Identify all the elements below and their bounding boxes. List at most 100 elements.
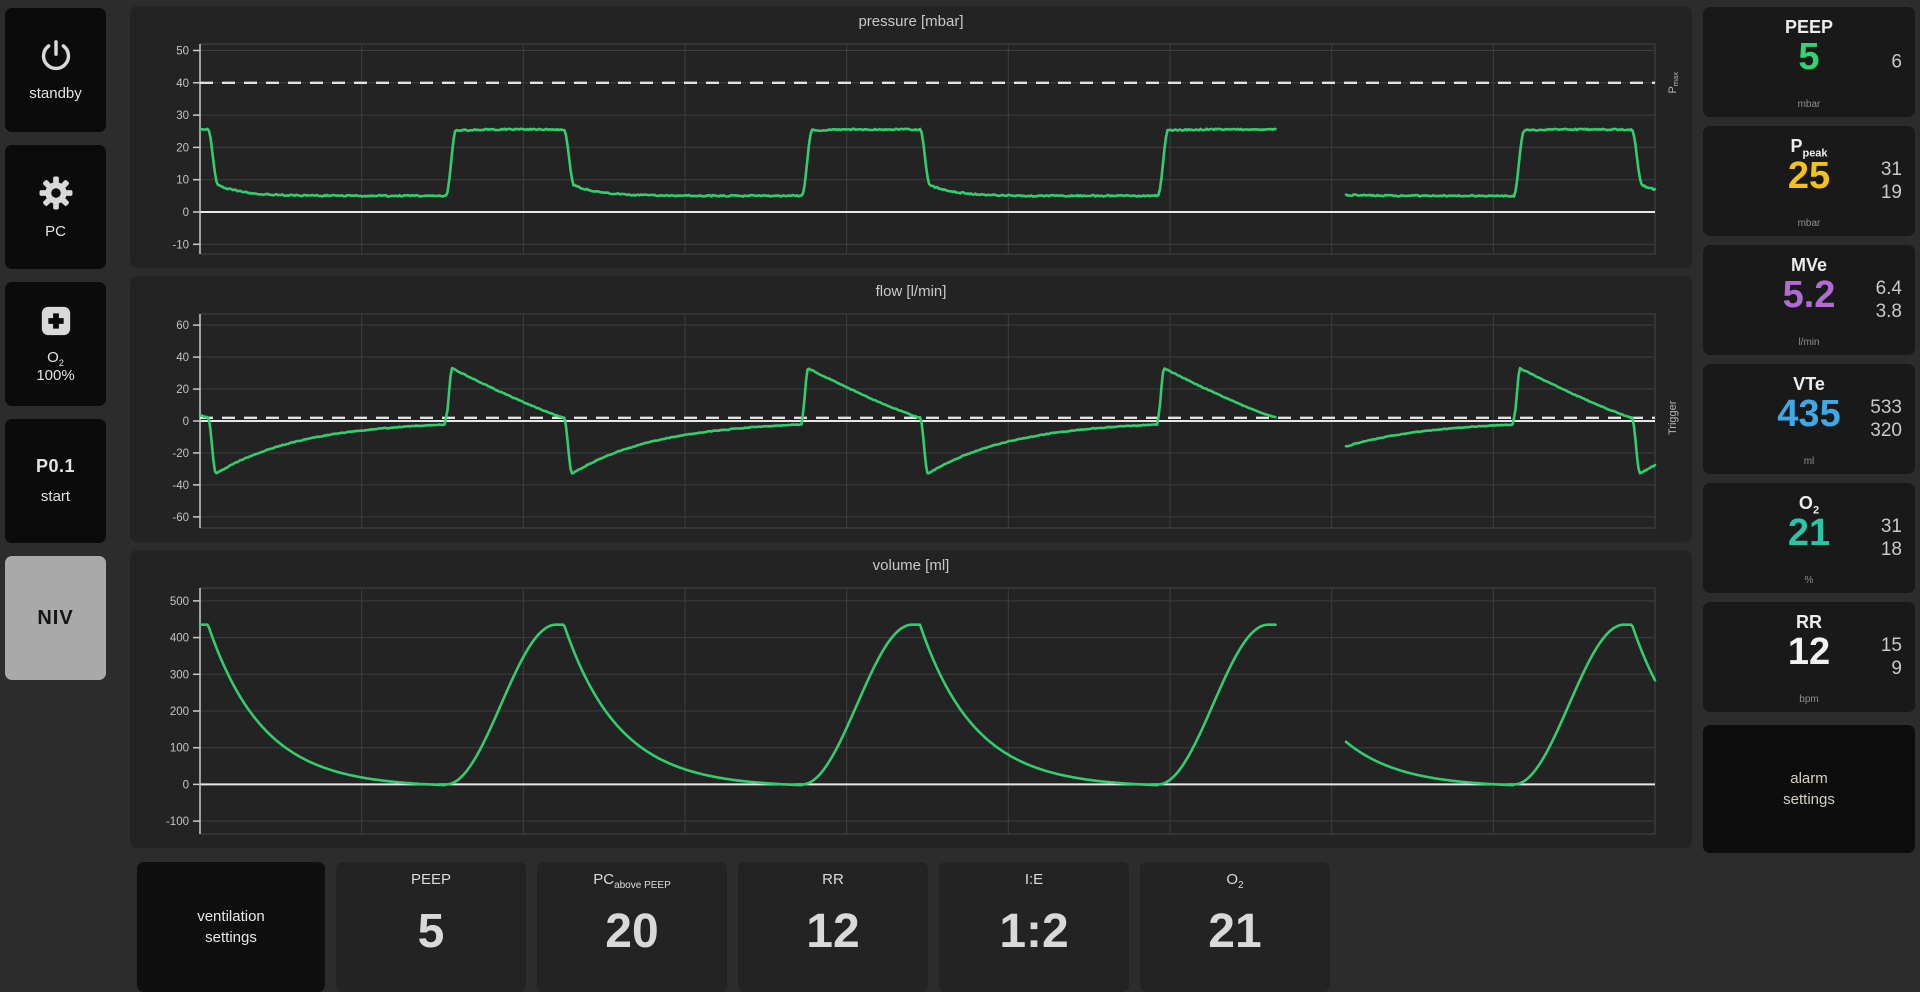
svg-text:500: 500 (170, 596, 189, 608)
monitor-title: Ppeak (1790, 136, 1828, 160)
ventilator-screen: { "sidebar": { "standby": {"label": "sta… (5, 6, 1915, 992)
monitor-tile-rr[interactable]: RR 12 15 9 bpm (1703, 602, 1915, 712)
power-icon (38, 38, 74, 74)
niv-label: NIV (37, 606, 74, 629)
setting-title: PCabove PEEP (593, 871, 671, 891)
monitor-value: 21 (1787, 512, 1831, 554)
monitor-title: MVe (1790, 255, 1828, 275)
setting-value: 21 (1208, 905, 1262, 958)
setting-title: RR (822, 871, 844, 888)
svg-text:-10: -10 (172, 239, 189, 251)
monitor-value: 435 (1777, 393, 1841, 435)
monitor-title: PEEP (1784, 17, 1834, 37)
p01-title: P0.1 (35, 456, 76, 476)
svg-text:40: 40 (176, 78, 189, 90)
niv-mode-button[interactable]: NIV (5, 556, 106, 680)
monitor-tile-ppeak[interactable]: Ppeak 25 31 19 mbar (1703, 126, 1915, 236)
setting-tile-o2[interactable]: O2 21 (1140, 862, 1330, 992)
monitor-title: RR (1796, 612, 1822, 632)
standby-label: standby (29, 84, 82, 102)
pressure-chart-panel: pressure [mbar] 50 40 30 20 10 0 -10 Pmax (130, 6, 1692, 268)
volume-chart-title: volume [ml] (872, 556, 950, 574)
medical-cross-icon (39, 304, 73, 338)
setting-tile-ie[interactable]: I:E 1:2 (939, 862, 1129, 992)
monitor-tile-vte[interactable]: VTe 435 533 320 ml (1703, 364, 1915, 474)
svg-text:Trigger: Trigger (1667, 400, 1679, 435)
monitor-unit: l/min (1798, 337, 1820, 348)
setting-value: 1:2 (999, 905, 1069, 958)
setting-title: PEEP (410, 871, 452, 888)
monitor-tile-mve[interactable]: MVe 5.2 6.4 3.8 l/min (1703, 245, 1915, 355)
setting-title: I:E (1024, 871, 1044, 888)
monitor-unit: mbar (1797, 218, 1821, 229)
monitor-alarm-limits: 31 19 (1880, 159, 1902, 203)
monitor-panel: PEEP 5 6 mbar Ppeak 25 31 19 mbar MVe 5.2… (1703, 7, 1915, 853)
o2-flush-label: O2 100% (36, 348, 75, 384)
pc-mode-label: PC (45, 222, 66, 240)
monitor-value: 5.2 (1782, 274, 1836, 316)
setting-value: 20 (605, 905, 659, 958)
setting-value: 12 (806, 905, 860, 958)
monitor-alarm-limits: 31 18 (1880, 516, 1902, 560)
monitor-unit: bpm (1799, 694, 1819, 705)
monitor-value: 5 (1798, 36, 1820, 78)
svg-text:-100: -100 (166, 816, 189, 828)
svg-text:30: 30 (176, 110, 189, 122)
monitor-tile-peep[interactable]: PEEP 5 6 mbar (1703, 7, 1915, 117)
p01-start-button[interactable]: P0.1 start (5, 419, 106, 543)
monitor-title: O2 (1798, 493, 1820, 517)
alarm-settings-label: alarm settings (1783, 770, 1835, 808)
flow-chart-panel: flow [l/min] 60 40 20 0 -20 -40 -60 Trigger (130, 276, 1692, 542)
svg-text:-40: -40 (172, 480, 189, 492)
monitor-alarm-limits: 533 320 (1870, 397, 1902, 441)
settings-bar: ventilation settings PEEP 5 PCabove PEEP… (137, 862, 1330, 992)
svg-text:-20: -20 (172, 448, 189, 460)
alarm-settings-button[interactable]: alarm settings (1703, 725, 1915, 853)
volume-chart-panel: volume [ml] 500 400 300 200 100 0 -100 (130, 550, 1692, 848)
monitor-tile-o2[interactable]: O2 21 31 18 % (1703, 483, 1915, 593)
flow-waveform: 60 40 20 0 -20 -40 -60 Trigger (172, 313, 1679, 529)
waveform-area: pressure [mbar] 50 40 30 20 10 0 -10 Pmax flow … (130, 6, 1692, 856)
monitor-value: 25 (1787, 155, 1831, 197)
svg-text:20: 20 (176, 384, 189, 396)
pc-mode-button[interactable]: PC (5, 145, 106, 269)
monitor-alarm-limits: 6.4 3.8 (1875, 278, 1902, 322)
monitor-unit: % (1804, 575, 1814, 586)
monitor-unit: mbar (1797, 99, 1821, 110)
svg-text:-60: -60 (172, 512, 189, 524)
svg-text:40: 40 (176, 352, 189, 364)
svg-text:400: 400 (170, 633, 189, 645)
left-sidebar: standby (5, 8, 106, 680)
svg-text:Pmax: Pmax (1667, 72, 1680, 94)
monitor-alarm-limits: 6 (1891, 51, 1902, 73)
monitor-alarm-limits: 15 9 (1880, 635, 1902, 679)
svg-text:0: 0 (183, 416, 189, 428)
gear-icon (37, 174, 75, 212)
volume-waveform: 500 400 300 200 100 0 -100 (166, 587, 1657, 835)
pressure-chart-title: pressure [mbar] (858, 12, 964, 30)
monitor-value: 12 (1787, 631, 1831, 673)
setting-tile-peep[interactable]: PEEP 5 (336, 862, 526, 992)
svg-text:60: 60 (176, 320, 189, 332)
ventilation-settings-button[interactable]: ventilation settings (137, 862, 325, 992)
svg-text:300: 300 (170, 669, 189, 681)
flow-chart-title: flow [l/min] (875, 282, 947, 300)
pressure-waveform: 50 40 30 20 10 0 -10 Pmax (172, 43, 1680, 255)
standby-button[interactable]: standby (5, 8, 106, 132)
svg-text:50: 50 (176, 45, 189, 57)
ventilation-settings-label: ventilation settings (197, 908, 265, 946)
o2-flush-button[interactable]: O2 100% (5, 282, 106, 406)
setting-tile-rr[interactable]: RR 12 (738, 862, 928, 992)
monitor-unit: ml (1803, 456, 1815, 467)
setting-tile-pc[interactable]: PCabove PEEP 20 (537, 862, 727, 992)
setting-title: O2 (1226, 871, 1244, 891)
monitor-title: VTe (1793, 374, 1825, 394)
p01-start-label: start (40, 488, 71, 505)
svg-text:0: 0 (183, 207, 189, 219)
svg-text:100: 100 (170, 743, 189, 755)
svg-text:20: 20 (176, 142, 189, 154)
svg-text:0: 0 (183, 779, 189, 791)
svg-text:200: 200 (170, 706, 189, 718)
svg-text:10: 10 (176, 175, 189, 187)
setting-value: 5 (417, 905, 445, 958)
